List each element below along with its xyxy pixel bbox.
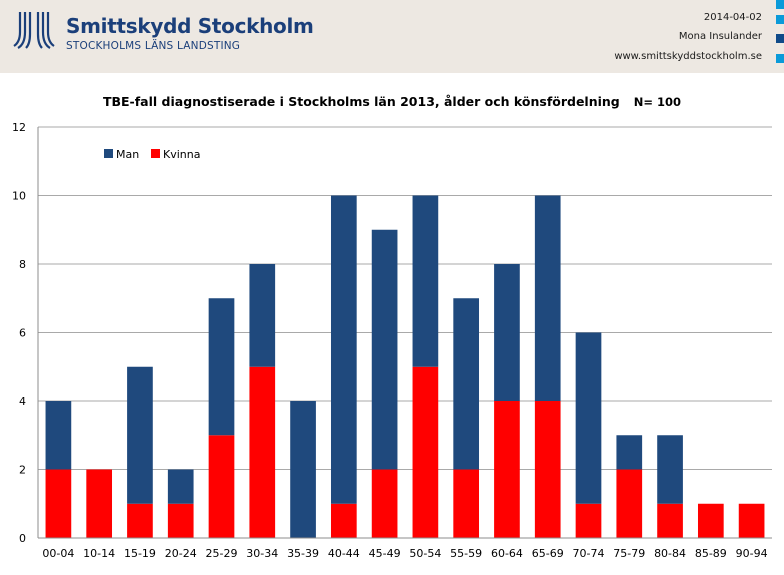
bar-man-00-04 — [45, 401, 72, 470]
x-tick-label: 90-94 — [736, 547, 768, 560]
bar-man-65-69 — [534, 195, 561, 401]
x-tick-label: 20-24 — [165, 547, 197, 560]
bar-kvinna-25-29 — [208, 435, 235, 538]
bar-man-55-59 — [453, 298, 480, 470]
legend-label-kvinna: Kvinna — [163, 148, 200, 161]
bar-man-60-64 — [494, 264, 520, 401]
legend-swatch-man — [104, 149, 113, 158]
y-tick-label: 10 — [12, 190, 26, 203]
bar-kvinna-55-59 — [453, 469, 480, 538]
bar-kvinna-70-74 — [575, 503, 602, 538]
y-tick-label: 2 — [19, 464, 26, 477]
accent-stripe — [776, 54, 784, 63]
logo-icon — [13, 12, 55, 49]
org-subtitle: STOCKHOLMS LÄNS LANDSTING — [66, 40, 241, 52]
bar-kvinna-90-94 — [738, 503, 765, 538]
bar-kvinna-00-04 — [45, 469, 72, 538]
bar-kvinna-40-44 — [330, 503, 357, 538]
bar-kvinna-10-14 — [86, 469, 113, 538]
bar-kvinna-50-54 — [412, 366, 439, 538]
bar-man-80-84 — [657, 435, 683, 504]
x-tick-label: 50-54 — [409, 547, 441, 560]
bar-kvinna-80-84 — [657, 503, 683, 538]
website-link[interactable]: www.smittskyddstockholm.se — [614, 51, 762, 62]
report-author: Mona Insulander — [678, 31, 762, 42]
bar-man-40-44 — [330, 195, 357, 504]
y-tick-label: 4 — [19, 395, 26, 408]
report-date: 2014-04-02 — [703, 12, 762, 23]
y-tick-label: 6 — [19, 327, 26, 340]
x-tick-label: 60-64 — [491, 547, 523, 560]
y-tick-label: 0 — [19, 532, 26, 545]
y-tick-label: 8 — [19, 258, 26, 271]
chart-title-row: TBE-fall diagnostiserade i Stockholms lä… — [0, 94, 784, 109]
x-tick-label: 25-29 — [206, 547, 238, 560]
x-tick-label: 10-14 — [83, 547, 115, 560]
x-tick-label: 00-04 — [42, 547, 74, 560]
bar-kvinna-30-34 — [249, 366, 276, 538]
org-name: Smittskydd Stockholm — [66, 14, 314, 38]
accent-stripe — [776, 34, 784, 43]
x-tick-label: 65-69 — [532, 547, 564, 560]
bar-man-25-29 — [208, 298, 235, 436]
accent-stripe — [776, 15, 784, 24]
bar-man-75-79 — [616, 435, 643, 470]
header-banner: Smittskydd Stockholm STOCKHOLMS LÄNS LAN… — [0, 0, 784, 73]
bar-kvinna-85-89 — [697, 503, 724, 538]
bar-kvinna-45-49 — [371, 469, 398, 538]
chart-title: TBE-fall diagnostiserade i Stockholms lä… — [102, 94, 620, 109]
bar-man-20-24 — [167, 469, 194, 504]
x-tick-label: 35-39 — [287, 547, 319, 560]
x-tick-label: 30-34 — [246, 547, 278, 560]
x-tick-label: 70-74 — [573, 547, 605, 560]
legend-label-man: Man — [116, 148, 139, 161]
accent-stripe — [776, 0, 784, 9]
chart-annotation: N= 100 — [633, 95, 682, 109]
bar-man-15-19 — [127, 366, 153, 504]
x-tick-label: 55-59 — [450, 547, 482, 560]
bar-kvinna-20-24 — [167, 503, 194, 538]
x-tick-label: 45-49 — [369, 547, 401, 560]
bar-kvinna-65-69 — [534, 401, 561, 538]
bar-kvinna-75-79 — [616, 469, 643, 538]
y-tick-label: 12 — [12, 121, 26, 134]
bar-man-50-54 — [412, 195, 439, 367]
stacked-bar-chart: 0 2 4 6 8 10 12 00-04 10-14 15-19 20-24 25-29 30-34 3… — [12, 121, 772, 560]
bar-kvinna-15-19 — [127, 503, 153, 538]
x-tick-label: 80-84 — [654, 547, 686, 560]
x-tick-label: 40-44 — [328, 547, 360, 560]
x-tick-label: 15-19 — [124, 547, 156, 560]
bar-man-30-34 — [249, 264, 276, 367]
bar-kvinna-60-64 — [494, 401, 520, 538]
bar-man-70-74 — [575, 332, 602, 504]
x-tick-label: 85-89 — [695, 547, 727, 560]
bar-man-35-39 — [290, 401, 316, 538]
x-tick-label: 75-79 — [613, 547, 645, 560]
bar-man-45-49 — [371, 229, 398, 470]
legend-swatch-kvinna — [151, 149, 160, 158]
